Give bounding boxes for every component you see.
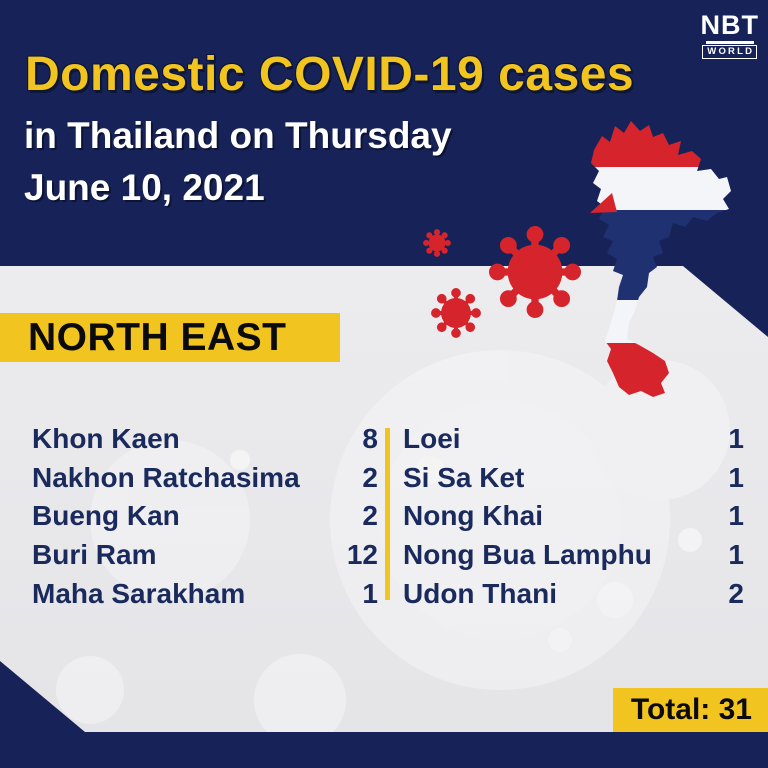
cases-column-right: Loei 1 Si Sa Ket 1 Nong Khai 1 Nong Bua … [403, 420, 744, 613]
virus-icon-large [493, 230, 578, 315]
case-count: 2 [728, 577, 744, 609]
case-count: 1 [728, 500, 744, 532]
case-count: 8 [362, 423, 378, 455]
case-row: Maha Sarakham 1 [32, 574, 378, 613]
corner-triangle [0, 661, 85, 732]
case-count: 2 [362, 461, 378, 493]
footer-bar [0, 732, 768, 768]
header-band [0, 0, 768, 337]
province-name: Udon Thani [403, 577, 557, 609]
column-divider [385, 428, 390, 600]
case-row: Udon Thani 2 [403, 574, 744, 613]
case-count: 1 [362, 577, 378, 609]
province-name: Loei [403, 423, 461, 455]
page-title: Domestic COVID-19 cases [25, 48, 635, 101]
case-row: Nakhon Ratchasima 2 [32, 459, 378, 498]
case-row: Bueng Kan 2 [32, 497, 378, 536]
case-count: 2 [362, 500, 378, 532]
province-name: Bueng Kan [32, 500, 180, 532]
virus-icon-small [423, 229, 451, 257]
total-label: Total: 31 [630, 693, 752, 726]
nbt-world-logo: NBT WORLD [700, 10, 760, 60]
nbt-logo-text: NBT [700, 10, 759, 40]
case-count: 1 [728, 423, 744, 455]
background-virus-texture [56, 350, 730, 746]
case-count: 1 [728, 539, 744, 571]
province-name: Maha Sarakham [32, 577, 246, 609]
case-row: Loei 1 [403, 420, 744, 459]
subtitle-line2: June 10, 2021 [24, 167, 265, 208]
nbt-logo-divider [705, 41, 754, 44]
province-name: Nong Khai [403, 500, 543, 532]
case-row: Si Sa Ket 1 [403, 459, 744, 498]
virus-icon-medium [433, 290, 478, 335]
cases-column-left: Khon Kaen 8 Nakhon Ratchasima 2 Bueng Ka… [32, 420, 378, 613]
total-badge: Total: 31 [613, 688, 768, 732]
subtitle-line1: in Thailand on Thursday [24, 115, 452, 156]
region-label: NORTH EAST [28, 315, 287, 359]
province-name: Nong Bua Lamphu [403, 539, 652, 571]
province-name: Buri Ram [32, 539, 157, 571]
province-name: Si Sa Ket [403, 461, 525, 493]
case-row: Khon Kaen 8 [32, 420, 378, 459]
case-row: Buri Ram 12 [32, 536, 378, 575]
region-band: NORTH EAST [0, 313, 340, 362]
case-row: Nong Bua Lamphu 1 [403, 536, 744, 575]
province-name: Khon Kaen [32, 423, 180, 455]
case-count: 1 [728, 461, 744, 493]
province-name: Nakhon Ratchasima [32, 461, 300, 493]
case-count: 12 [346, 539, 378, 571]
map-west-arm-tip [590, 193, 617, 213]
case-row: Nong Khai 1 [403, 497, 744, 536]
nbt-world-badge: WORLD [702, 45, 758, 60]
